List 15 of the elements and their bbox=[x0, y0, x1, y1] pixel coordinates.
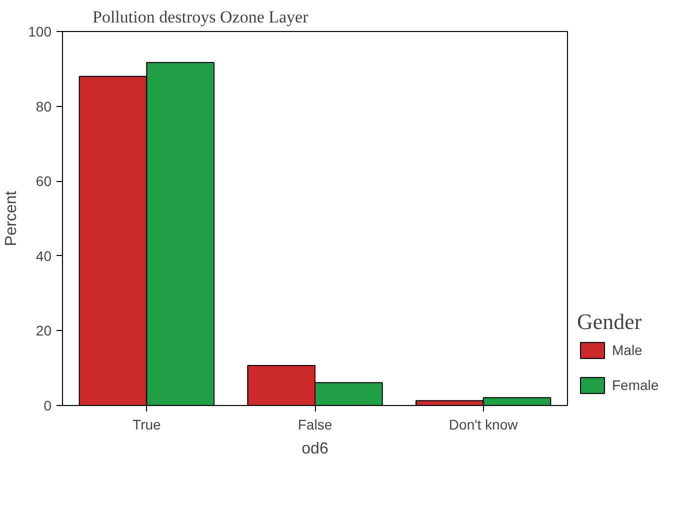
x-axis-title: od6 bbox=[302, 440, 328, 458]
y-tick-label: 0 bbox=[44, 398, 52, 414]
x-tick-label: True bbox=[132, 416, 162, 432]
y-tick-label: 60 bbox=[36, 173, 52, 190]
x-tick-label: Don't know bbox=[448, 416, 519, 432]
y-tick-label: 80 bbox=[36, 98, 52, 114]
y-tick-label: 40 bbox=[36, 248, 52, 264]
y-axis-title: Percent bbox=[3, 190, 20, 246]
y-tick-label: 100 bbox=[28, 24, 52, 40]
legend-label: Female bbox=[612, 377, 659, 393]
chart-title: Pollution destroys Ozone Layer bbox=[92, 8, 309, 26]
x-tick-label: False bbox=[298, 416, 332, 432]
y-tick-label: 20 bbox=[36, 322, 52, 339]
legend-label: Male bbox=[612, 342, 644, 358]
legend-title: Gender bbox=[577, 309, 643, 335]
